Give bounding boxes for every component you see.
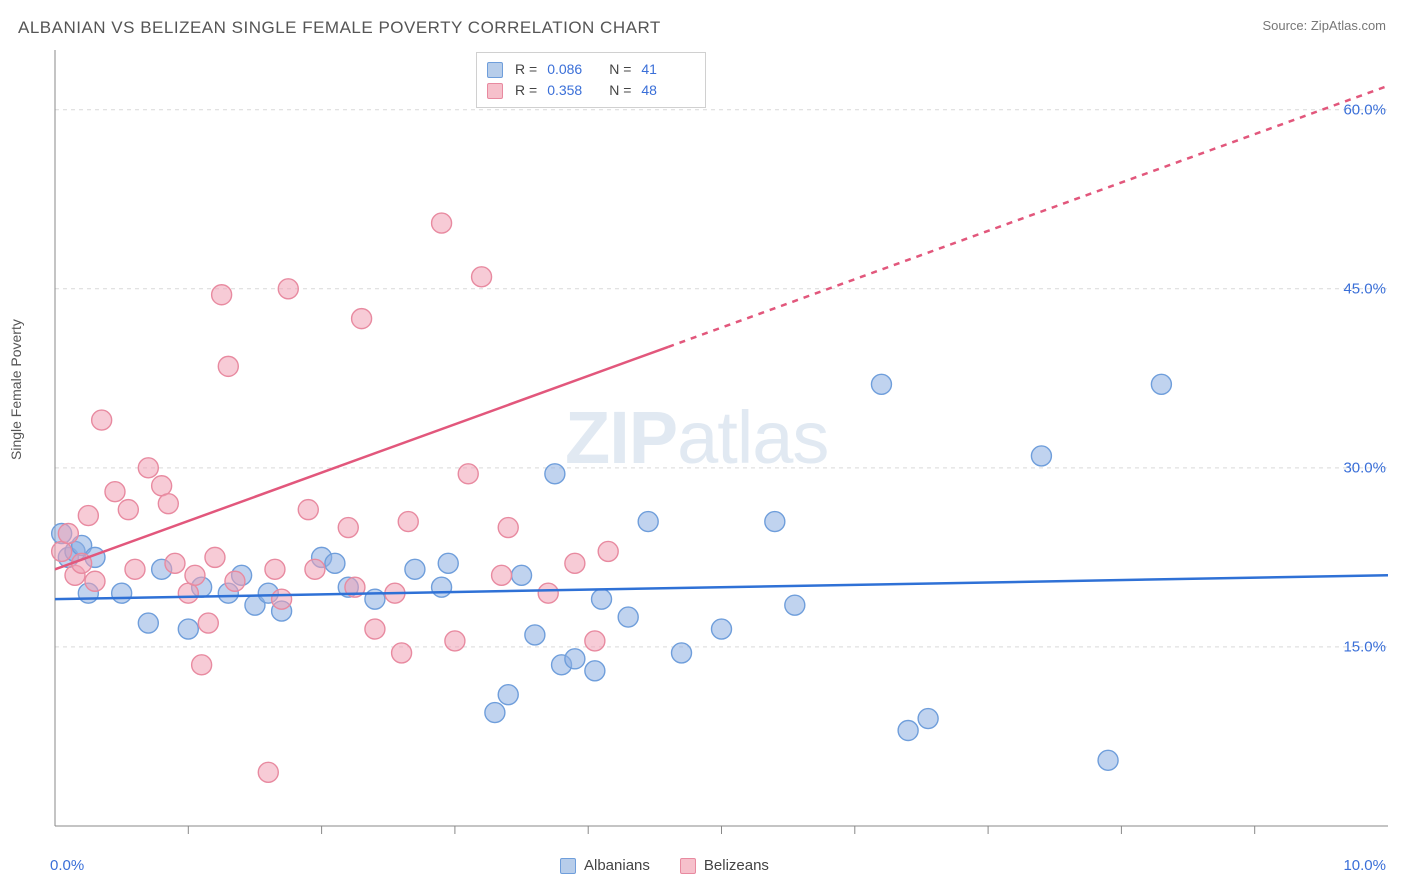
n-value: 41 — [641, 59, 691, 80]
n-label: N = — [609, 59, 631, 80]
series-label: Albanians — [584, 857, 650, 874]
y-tick-label: 45.0% — [1343, 280, 1386, 297]
r-value: 0.358 — [547, 80, 597, 101]
stats-legend: R = 0.086 N = 41 R = 0.358 N = 48 — [476, 52, 706, 108]
x-axis-min-label: 0.0% — [50, 857, 84, 874]
legend-swatch-belizeans — [680, 858, 696, 874]
r-label: R = — [515, 59, 537, 80]
series-legend: Albanians Belizeans — [560, 857, 769, 874]
legend-swatch-albanians — [487, 62, 503, 78]
scatter-chart — [0, 0, 1406, 892]
x-axis-max-label: 10.0% — [1343, 857, 1386, 874]
y-axis-label: Single Female Poverty — [8, 319, 24, 460]
legend-swatch-belizeans — [487, 83, 503, 99]
series-label: Belizeans — [704, 857, 769, 874]
n-label: N = — [609, 80, 631, 101]
y-tick-label: 60.0% — [1343, 101, 1386, 118]
n-value: 48 — [641, 80, 691, 101]
stats-legend-row: R = 0.358 N = 48 — [487, 80, 691, 101]
chart-title: ALBANIAN VS BELIZEAN SINGLE FEMALE POVER… — [18, 18, 661, 38]
source-attribution: Source: ZipAtlas.com — [1262, 18, 1386, 33]
y-tick-label: 15.0% — [1343, 638, 1386, 655]
series-legend-item: Belizeans — [680, 857, 769, 874]
r-value: 0.086 — [547, 59, 597, 80]
r-label: R = — [515, 80, 537, 101]
legend-swatch-albanians — [560, 858, 576, 874]
stats-legend-row: R = 0.086 N = 41 — [487, 59, 691, 80]
series-legend-item: Albanians — [560, 857, 650, 874]
y-tick-label: 30.0% — [1343, 459, 1386, 476]
